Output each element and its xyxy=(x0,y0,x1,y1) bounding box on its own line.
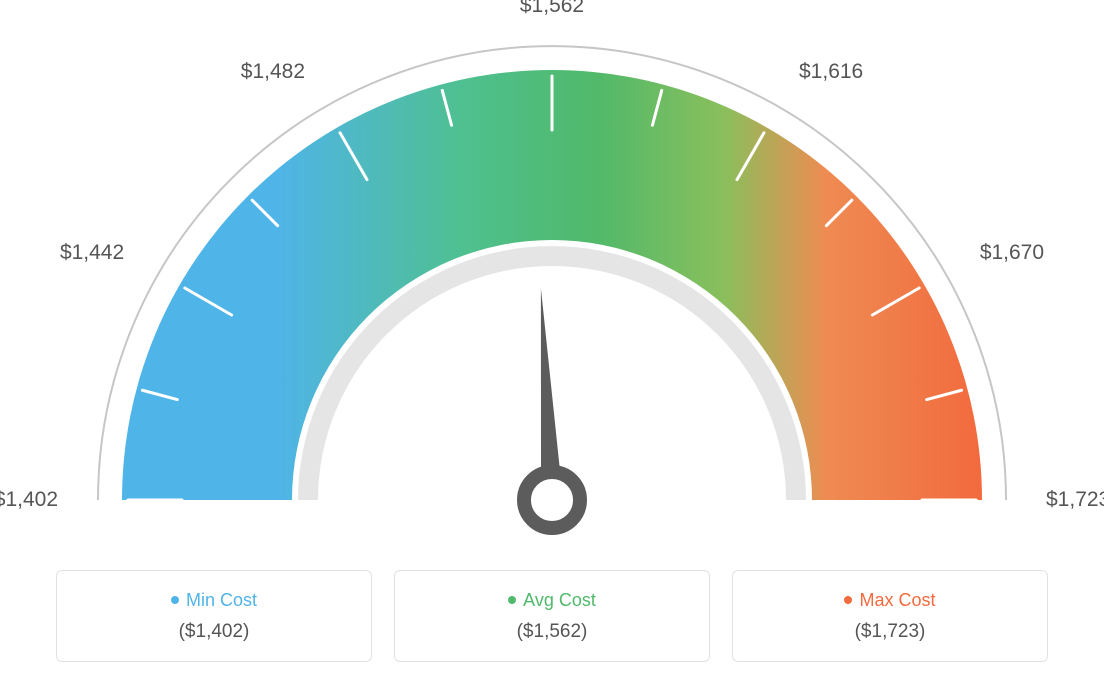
legend-title: Max Cost xyxy=(844,590,935,611)
legend-title: Avg Cost xyxy=(508,590,596,611)
legend-value-min: ($1,402) xyxy=(179,621,250,643)
legend-card-max: Max Cost ($1,723) xyxy=(732,570,1048,662)
gauge-tick-label: $1,482 xyxy=(235,60,305,84)
legend-title: Min Cost xyxy=(171,590,257,611)
gauge-chart: $1,402 $1,442 $1,482 $1,562 $1,616 $1,670 $1,7… xyxy=(0,0,1104,560)
gauge-svg xyxy=(0,0,1104,560)
legend-card-min: Min Cost ($1,402) xyxy=(56,570,372,662)
legend-label-avg: Avg Cost xyxy=(523,590,596,611)
gauge-tick-label: $1,562 xyxy=(517,0,587,18)
legend-row: Min Cost ($1,402) Avg Cost ($1,562) Max … xyxy=(0,570,1104,662)
gauge-tick-label: $1,402 xyxy=(0,488,58,512)
gauge-tick-label: $1,670 xyxy=(980,241,1044,265)
legend-value-avg: ($1,562) xyxy=(517,621,588,643)
gauge-tick-label: $1,723 xyxy=(1046,488,1104,512)
legend-dot-avg xyxy=(508,596,516,604)
legend-dot-max xyxy=(844,596,852,604)
legend-label-min: Min Cost xyxy=(186,590,257,611)
legend-value-max: ($1,723) xyxy=(855,621,926,643)
gauge-tick-label: $1,616 xyxy=(799,60,863,84)
legend-card-avg: Avg Cost ($1,562) xyxy=(394,570,710,662)
legend-label-max: Max Cost xyxy=(859,590,935,611)
legend-dot-min xyxy=(171,596,179,604)
gauge-tick-label: $1,442 xyxy=(54,241,124,265)
